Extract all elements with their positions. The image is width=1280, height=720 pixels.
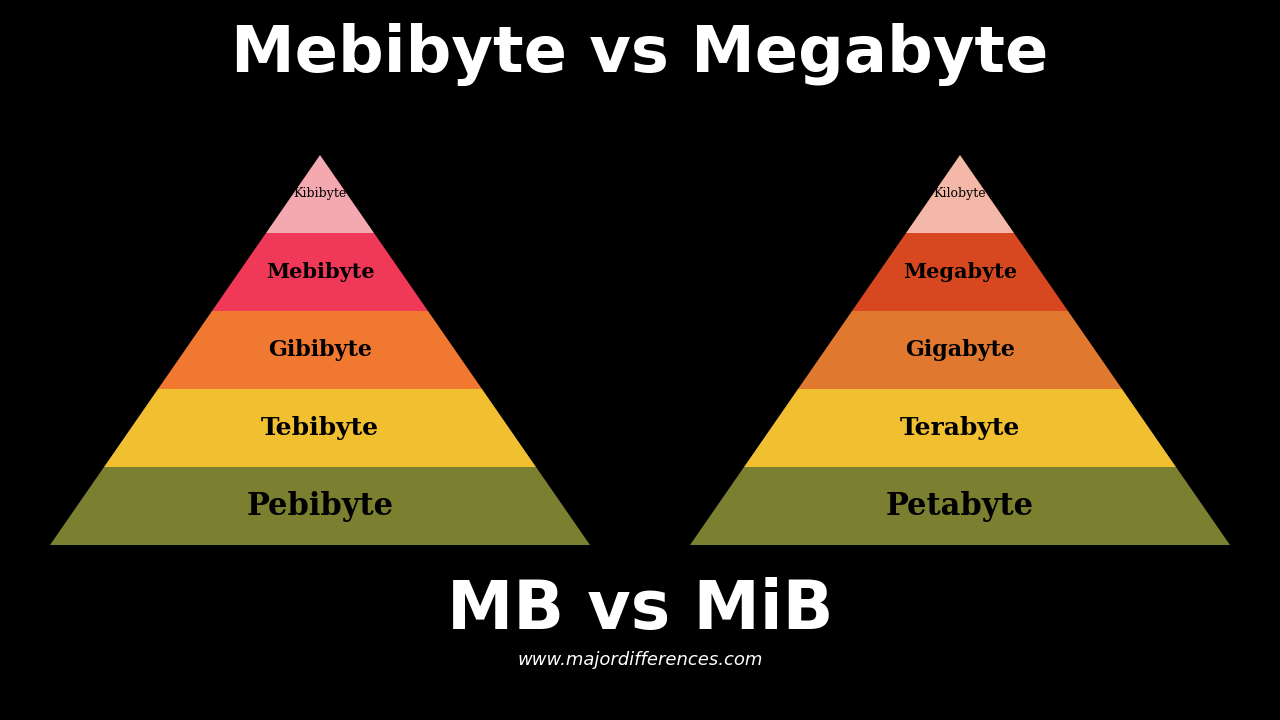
Polygon shape [852, 233, 1068, 311]
Text: Terabyte: Terabyte [900, 416, 1020, 440]
Text: MB vs MiB: MB vs MiB [447, 577, 833, 643]
Text: Kilobyte: Kilobyte [933, 187, 987, 200]
Polygon shape [690, 467, 1230, 545]
Polygon shape [266, 155, 374, 233]
Polygon shape [744, 389, 1176, 467]
Text: Mebibyte: Mebibyte [266, 262, 374, 282]
Text: Petabyte: Petabyte [886, 490, 1034, 521]
Text: Pebibyte: Pebibyte [247, 490, 393, 521]
Polygon shape [212, 233, 428, 311]
Text: Mebibyte vs Megabyte: Mebibyte vs Megabyte [232, 24, 1048, 86]
Text: Gigabyte: Gigabyte [905, 339, 1015, 361]
Text: Megabyte: Megabyte [902, 262, 1018, 282]
Polygon shape [50, 467, 590, 545]
Polygon shape [157, 311, 483, 389]
Text: www.majordifferences.com: www.majordifferences.com [517, 651, 763, 669]
Polygon shape [797, 311, 1123, 389]
Text: Tebibyte: Tebibyte [261, 416, 379, 440]
Text: Gibibyte: Gibibyte [268, 339, 372, 361]
Polygon shape [104, 389, 536, 467]
Text: Kibibyte: Kibibyte [293, 187, 347, 200]
Polygon shape [906, 155, 1014, 233]
